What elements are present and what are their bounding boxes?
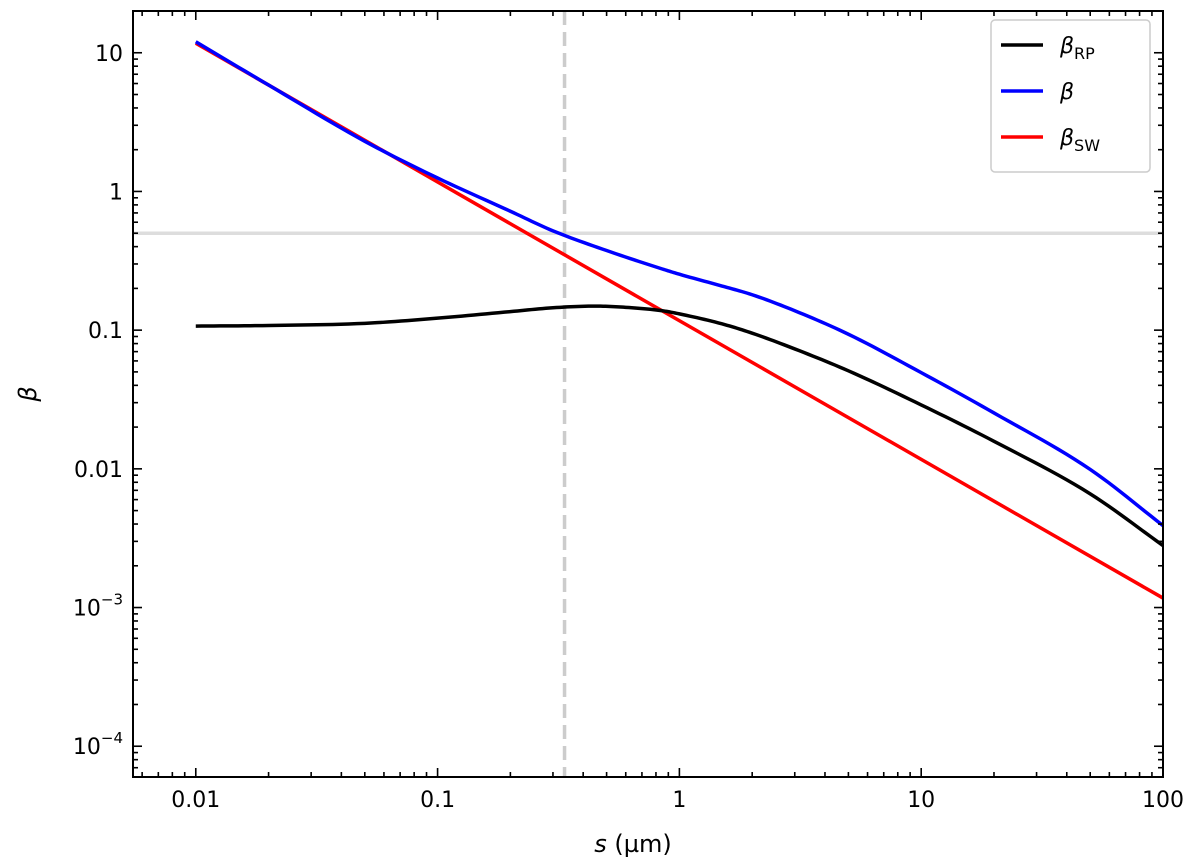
plot-frame xyxy=(132,10,1164,778)
x-axis-tick-labels: 0.01 0.1 1 10 100 xyxy=(171,788,1184,813)
reference-lines xyxy=(133,11,1163,777)
axis-ticks xyxy=(133,10,1164,778)
y-axis-label: β xyxy=(14,386,42,402)
legend: βRP β βSW xyxy=(990,19,1151,173)
y-tick-label: 10−3 xyxy=(73,591,123,622)
legend-item-beta-sw-label: βSW xyxy=(1059,126,1100,155)
legend-item-beta-rp-label: βRP xyxy=(1059,34,1095,63)
x-tick-label: 0.1 xyxy=(420,788,455,813)
legend-item-beta-label: β xyxy=(1059,80,1074,105)
y-axis-tick-labels: 10 1 0.1 0.01 10−3 10−4 xyxy=(73,42,123,760)
y-tick-label: 10−4 xyxy=(73,729,123,760)
legend-box xyxy=(990,19,1151,173)
y-tick-label: 1 xyxy=(109,180,123,205)
x-tick-label: 0.01 xyxy=(171,788,220,813)
y-tick-label: 10 xyxy=(95,42,123,67)
beta-total-line xyxy=(194,40,1165,527)
data-series xyxy=(194,40,1165,600)
x-tick-label: 10 xyxy=(907,788,935,813)
y-tick-label: 0.01 xyxy=(74,458,123,483)
y-tick-label: 0.1 xyxy=(88,319,123,344)
x-axis-label: s (µm) xyxy=(594,830,672,858)
x-tick-label: 100 xyxy=(1142,788,1184,813)
x-tick-label: 1 xyxy=(672,788,686,813)
beta-rp-line xyxy=(195,304,1165,547)
